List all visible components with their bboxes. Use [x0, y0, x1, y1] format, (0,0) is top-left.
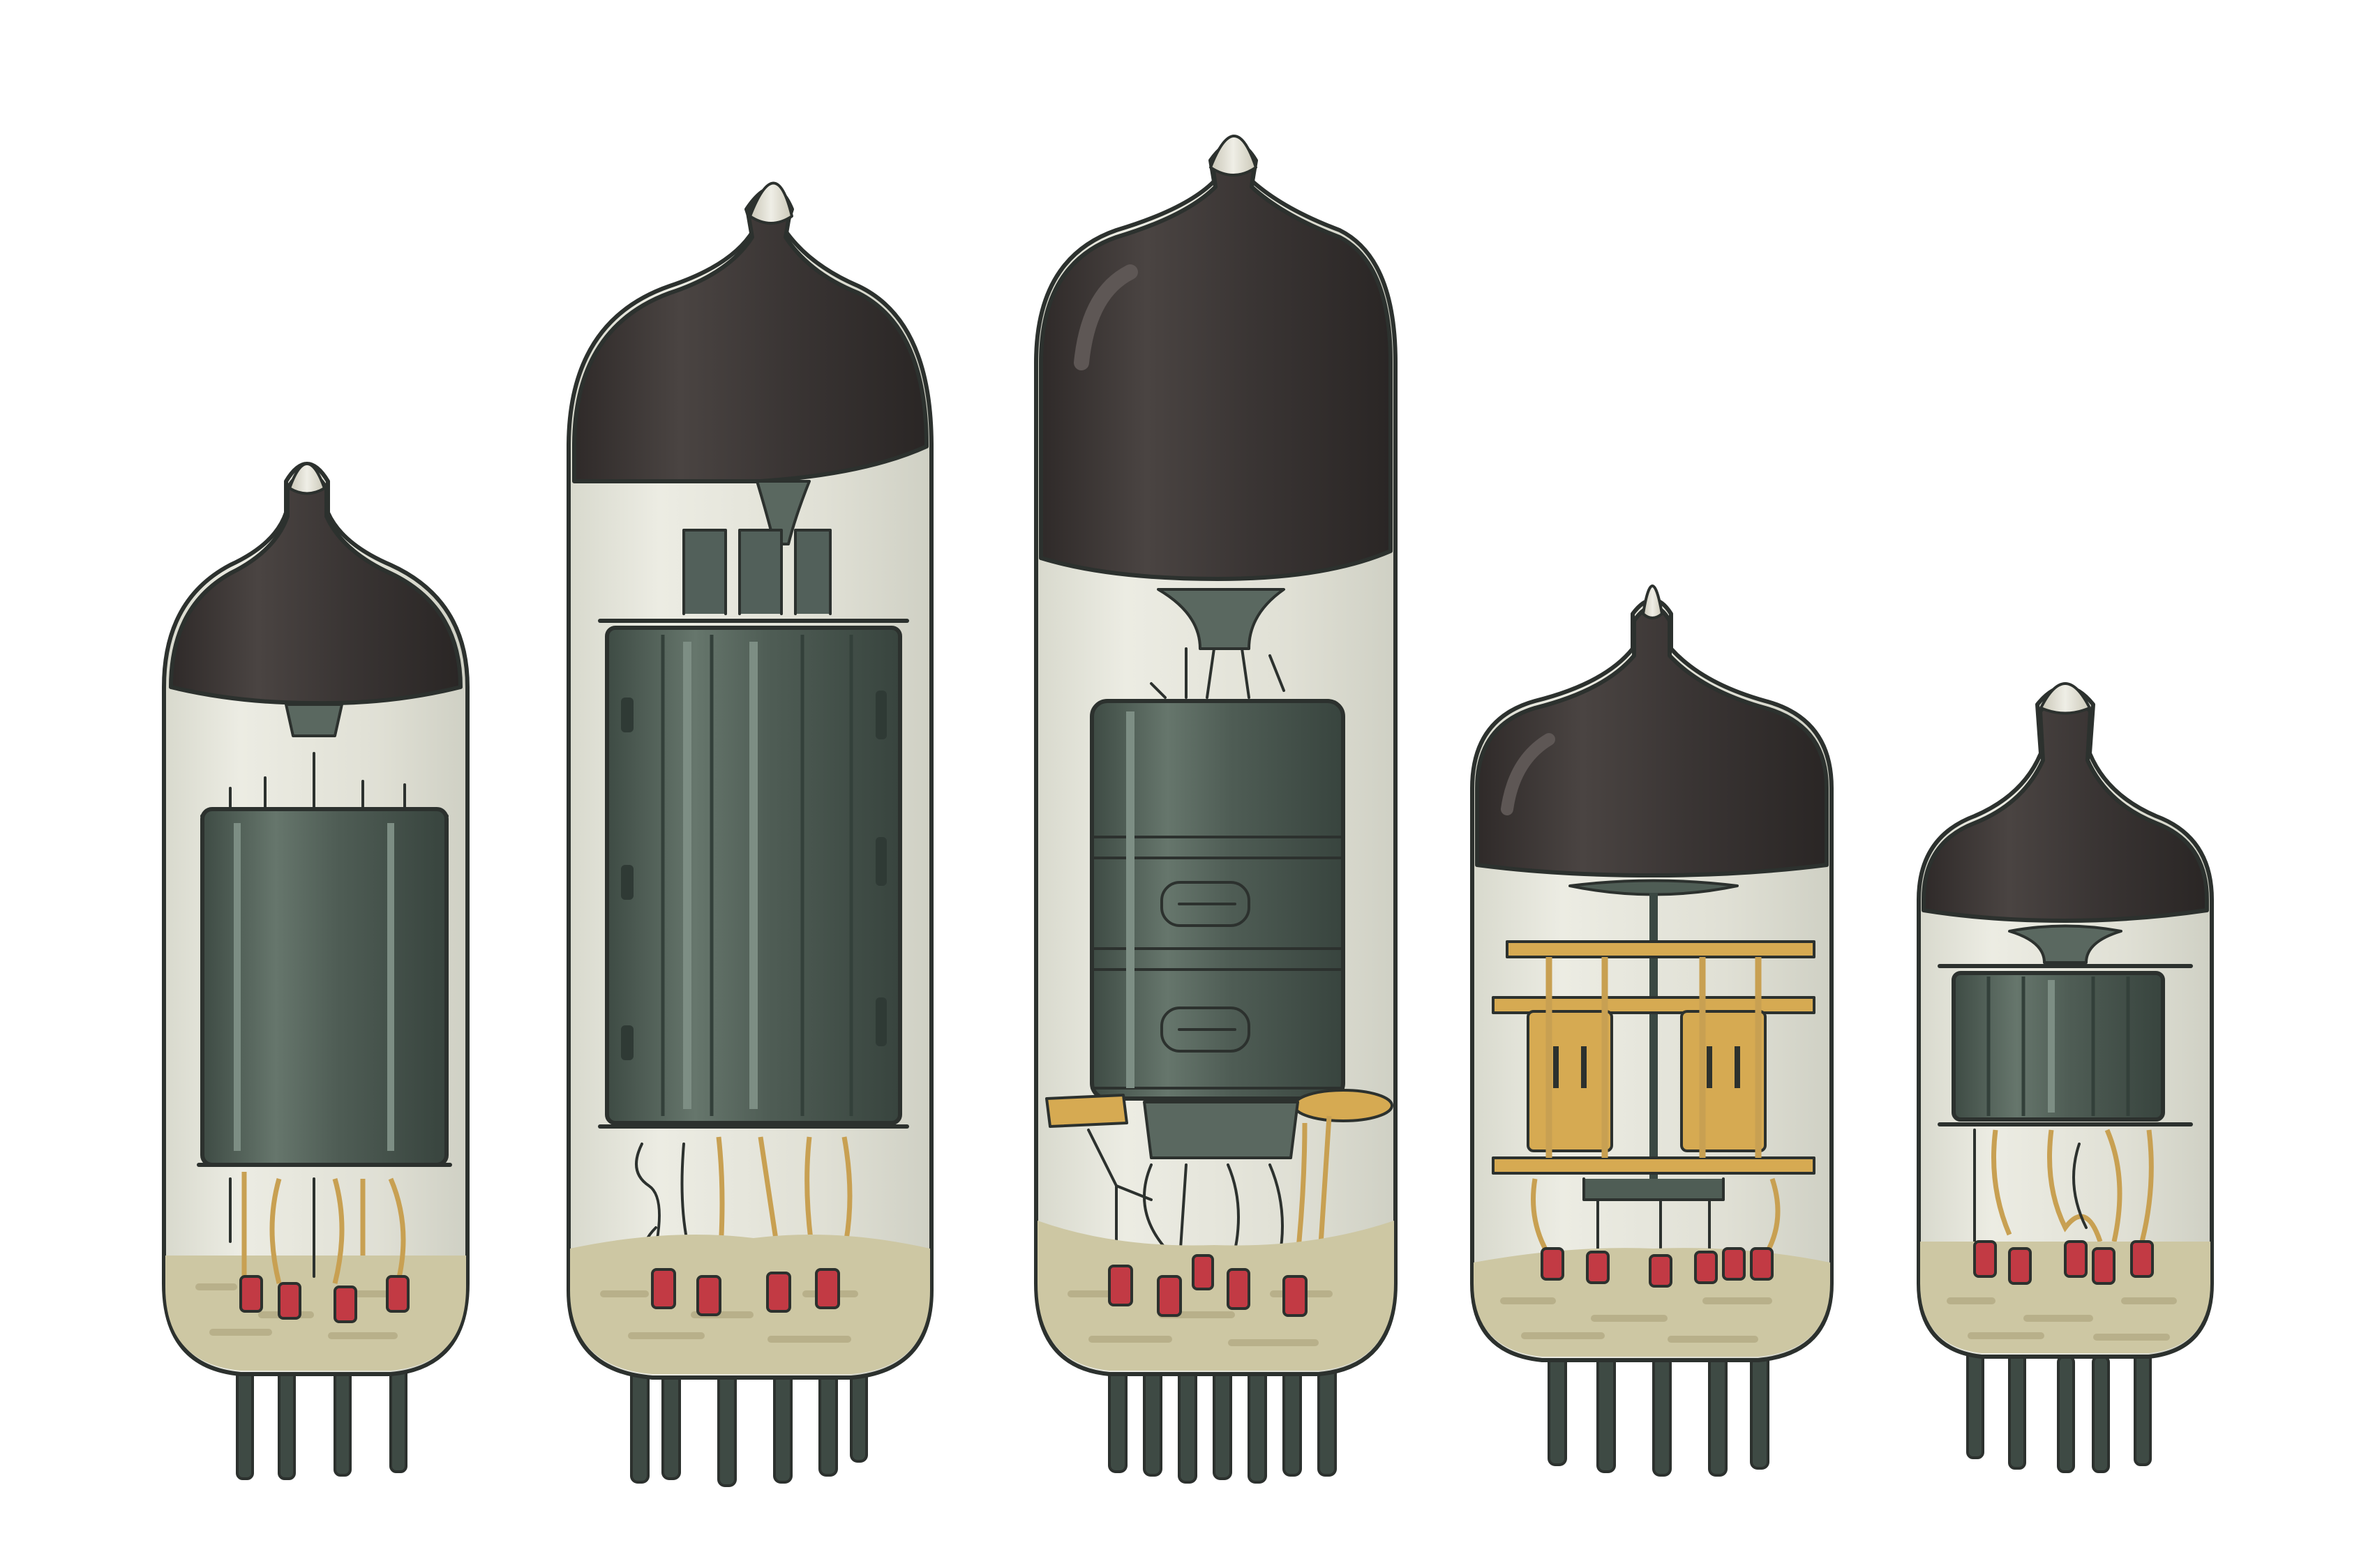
stem-fins [1150, 647, 1285, 699]
cap-highlight [1074, 264, 1138, 370]
tube-getter-cap [1475, 605, 1829, 877]
tube-tip [1642, 585, 1663, 619]
tube-base-texture [600, 1290, 858, 1343]
tube-base-fill [1038, 1221, 1394, 1371]
tube-getter-cap [1039, 147, 1393, 581]
tube-contacts [1541, 1247, 1774, 1288]
tube-pins [1108, 1352, 1337, 1484]
plate-window-upper [1160, 881, 1250, 927]
vacuum-tube-1 [162, 462, 470, 1480]
vacuum-tube-5 [1917, 682, 2214, 1473]
tube-pins [236, 1359, 407, 1480]
lower-bracket [1582, 1177, 1725, 1201]
top-mica-stem [2008, 924, 2122, 964]
lead-wires-dark [229, 1177, 315, 1278]
tube-pins [1966, 1345, 2152, 1473]
tube-tip [1209, 135, 1257, 176]
upper-tabs [682, 529, 832, 615]
tube-plate [1952, 971, 2165, 1122]
tube-tip [288, 462, 326, 495]
plate-ribs [661, 635, 853, 1116]
gold-electrode-right [1680, 1010, 1767, 1152]
tube-base-texture [1947, 1297, 2177, 1341]
lower-stem [1143, 1101, 1299, 1159]
top-mica-stem [285, 703, 343, 737]
lead-wires [241, 1172, 406, 1284]
tube-getter-cap [1922, 693, 2209, 923]
top-mica-disc [1568, 879, 1739, 896]
electrode-slots [1553, 1046, 1740, 1088]
tube-contacts [239, 1275, 410, 1323]
plate-highlight [234, 823, 394, 1151]
cap-highlight [1501, 733, 1555, 815]
gold-bar-top [1506, 940, 1815, 958]
gold-bar-mid [1492, 996, 1815, 1014]
tube-base-fill [570, 1235, 930, 1374]
tube-contacts [1108, 1254, 1308, 1317]
lead-wires-dark [1596, 1198, 1711, 1257]
gold-electrode-left [1527, 1010, 1613, 1152]
plate-bands [1091, 836, 1345, 1090]
window-lines [1178, 903, 1236, 1031]
gold-mica-left [1045, 1094, 1128, 1128]
top-mica-stem [756, 480, 811, 545]
plate-highlight [683, 642, 758, 1109]
tube-tip [749, 181, 793, 225]
lead-wires [1991, 1129, 2154, 1243]
plate-slots [621, 691, 887, 1060]
plate-ribs [1986, 977, 2130, 1116]
gold-mica-right [1293, 1089, 1393, 1122]
lead-wires-dark [1087, 1129, 1284, 1278]
vacuum-tube-3 [1034, 135, 1398, 1484]
tube-getter-cap [169, 470, 463, 706]
vacuum-tube-4 [1470, 585, 1834, 1477]
top-mica-stem [1157, 588, 1285, 650]
tube-tip [2039, 682, 2091, 715]
tube-contacts [651, 1268, 840, 1316]
tube-pins [1548, 1345, 1769, 1477]
plate-window-lower [1160, 1007, 1250, 1053]
tube-contacts [1973, 1240, 2154, 1285]
tube-pins [630, 1355, 868, 1487]
tube-getter-cap [572, 191, 929, 484]
tube-base-texture [1500, 1297, 1772, 1343]
tube-plate [1090, 699, 1345, 1101]
lead-wires-dark [1973, 1129, 2088, 1243]
gold-bar-bottom [1492, 1156, 1815, 1175]
lead-wires [716, 1136, 853, 1278]
tube-base-fill [165, 1256, 466, 1371]
gold-posts [1545, 957, 1762, 1158]
vacuum-tube-2 [567, 181, 934, 1487]
support-rods [229, 752, 406, 811]
